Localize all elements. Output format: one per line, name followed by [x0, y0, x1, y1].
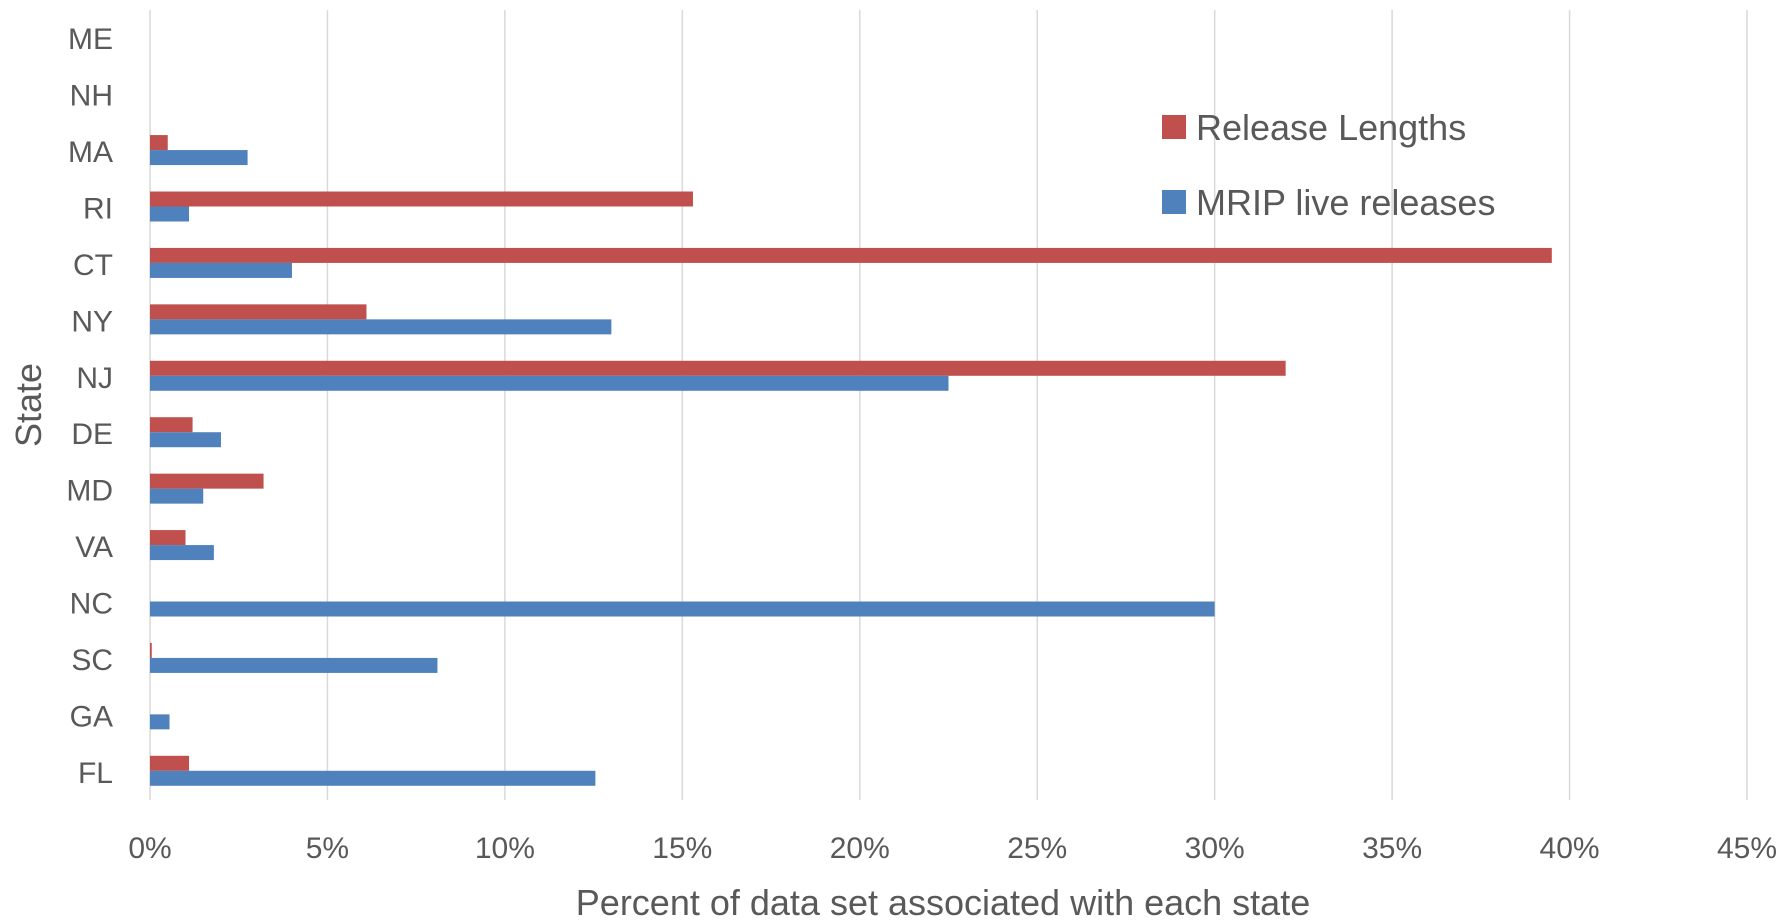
y-tick-label-ny: NY — [71, 305, 113, 338]
x-axis-ticks: 0% 5% 10% 15% 20% 25% 30% 35% 40% 45% — [128, 832, 1777, 865]
y-tick-label-me: ME — [68, 23, 113, 56]
legend-label-release-lengths: Release Lengths — [1196, 107, 1466, 148]
x-tick-label-15: 15% — [652, 832, 712, 865]
bar-release-lengths-ct — [150, 248, 1552, 263]
bar-release-lengths-va — [150, 530, 185, 545]
y-tick-label-md: MD — [66, 475, 113, 508]
y-tick-label-ri: RI — [83, 193, 113, 226]
legend-label-mrip-live-releases: MRIP live releases — [1196, 182, 1495, 223]
bar-mrip-live-releases-ma — [150, 150, 248, 165]
x-axis-title: Percent of data set associated with each… — [576, 882, 1310, 922]
bar-mrip-live-releases-fl — [150, 771, 595, 786]
x-tick-label-25: 25% — [1007, 832, 1067, 865]
bar-release-lengths-ny — [150, 304, 366, 319]
y-tick-label-nc: NC — [70, 588, 113, 621]
legend-swatch-mrip-live-releases — [1162, 190, 1186, 214]
y-tick-label-sc: SC — [71, 644, 113, 677]
legend: Release Lengths MRIP live releases — [1162, 107, 1495, 223]
y-tick-label-ma: MA — [68, 136, 113, 169]
x-tick-label-10: 10% — [475, 832, 535, 865]
bar-release-lengths-fl — [150, 756, 189, 771]
bar-mrip-live-releases-sc — [150, 658, 437, 673]
bar-mrip-live-releases-ct — [150, 263, 292, 278]
bar-mrip-live-releases-ny — [150, 319, 611, 334]
x-tick-label-35: 35% — [1362, 832, 1422, 865]
x-tick-label-45: 45% — [1717, 832, 1777, 865]
bar-release-lengths-md — [150, 474, 264, 489]
gridlines — [150, 10, 1747, 800]
bar-mrip-live-releases-de — [150, 432, 221, 447]
bars — [150, 135, 1552, 786]
bar-release-lengths-sc — [150, 643, 152, 658]
bar-release-lengths-nj — [150, 361, 1286, 376]
legend-swatch-release-lengths — [1162, 115, 1186, 139]
y-tick-label-ct: CT — [73, 249, 113, 282]
y-tick-label-de: DE — [71, 418, 113, 451]
y-tick-label-nh: NH — [70, 80, 113, 113]
y-axis-title: State — [8, 363, 49, 447]
x-tick-label-30: 30% — [1185, 832, 1245, 865]
y-axis-ticks: ME NH MA RI CT NY NJ DE MD VA NC SC GA FL — [66, 23, 113, 790]
bar-mrip-live-releases-nc — [150, 602, 1215, 617]
y-tick-label-nj: NJ — [76, 362, 113, 395]
bar-mrip-live-releases-va — [150, 545, 214, 560]
x-tick-label-5: 5% — [306, 832, 349, 865]
x-tick-label-40: 40% — [1540, 832, 1600, 865]
bar-mrip-live-releases-ga — [150, 714, 170, 729]
bar-release-lengths-ma — [150, 135, 168, 150]
y-tick-label-va: VA — [75, 531, 113, 564]
x-tick-label-20: 20% — [830, 832, 890, 865]
bar-mrip-live-releases-md — [150, 489, 203, 504]
bar-release-lengths-ri — [150, 192, 693, 207]
y-tick-label-ga: GA — [70, 700, 113, 733]
bar-release-lengths-de — [150, 417, 193, 432]
bar-mrip-live-releases-nj — [150, 376, 949, 391]
y-tick-label-fl: FL — [78, 757, 113, 790]
x-tick-label-0: 0% — [128, 832, 171, 865]
bar-mrip-live-releases-ri — [150, 207, 189, 222]
